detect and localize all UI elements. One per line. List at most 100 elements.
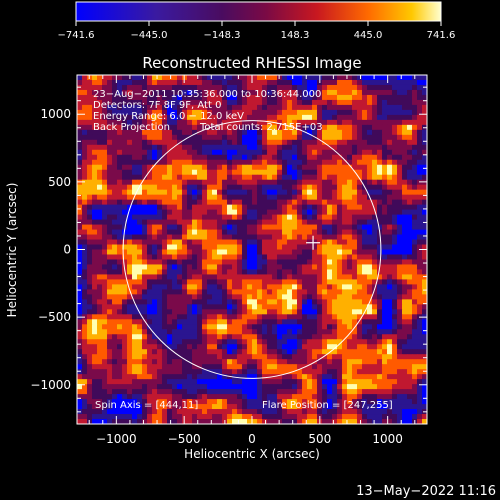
heatmap-cell: [207, 234, 213, 240]
heatmap-cell: [342, 159, 348, 166]
heatmap-cell: [117, 134, 123, 141]
heatmap-cell: [157, 129, 163, 136]
heatmap-cell: [357, 234, 363, 240]
heatmap-cell: [347, 124, 353, 131]
heatmap-cell: [302, 229, 308, 235]
heatmap-cell: [157, 229, 163, 235]
heatmap-cell: [297, 75, 303, 81]
heatmap-cell: [162, 234, 168, 240]
heatmap-cell: [272, 124, 278, 131]
heatmap-cell: [337, 224, 343, 230]
heatmap-cell: [127, 234, 133, 240]
x-tick-label: 1000: [372, 432, 403, 446]
heatmap-cell: [412, 189, 418, 196]
heatmap-cell: [332, 364, 338, 370]
heatmap-cell: [327, 244, 333, 250]
heatmap-cell: [282, 139, 288, 146]
heatmap-cell: [172, 144, 178, 151]
heatmap-cell: [112, 404, 118, 410]
heatmap-cell: [367, 75, 373, 81]
heatmap-cell: [222, 179, 228, 186]
heatmap-cell: [332, 84, 338, 91]
heatmap-cell: [187, 394, 193, 400]
heatmap-cell: [147, 274, 153, 280]
heatmap-cell: [222, 294, 228, 300]
heatmap-cell: [382, 224, 388, 230]
heatmap-cell: [362, 274, 368, 280]
heatmap-cell: [307, 384, 313, 390]
heatmap-cell: [197, 314, 203, 320]
heatmap-cell: [307, 189, 313, 196]
heatmap-cell: [422, 119, 427, 126]
heatmap-cell: [152, 229, 158, 235]
heatmap-cell: [272, 279, 278, 285]
heatmap-cell: [107, 254, 113, 260]
heatmap-cell: [292, 144, 298, 151]
heatmap-cell: [172, 134, 178, 141]
heatmap-cell: [212, 364, 218, 370]
heatmap-cell: [352, 309, 358, 315]
heatmap-cell: [82, 144, 88, 151]
heatmap-cell: [257, 354, 263, 360]
heatmap-cell: [277, 129, 283, 136]
heatmap-cell: [377, 109, 383, 116]
heatmap-cell: [332, 249, 338, 255]
heatmap-cell: [137, 109, 143, 116]
heatmap-cell: [182, 284, 188, 290]
heatmap-cell: [227, 229, 233, 235]
heatmap-cell: [282, 394, 288, 400]
heatmap-cell: [352, 359, 358, 365]
heatmap-cell: [272, 214, 278, 220]
heatmap-cell: [297, 219, 303, 225]
heatmap-cell: [367, 254, 373, 260]
heatmap-cell: [177, 154, 183, 161]
heatmap-cell: [167, 169, 173, 176]
heatmap-cell: [107, 304, 113, 310]
heatmap-cell: [147, 389, 153, 395]
heatmap-cell: [142, 284, 148, 290]
heatmap-cell: [392, 364, 398, 370]
heatmap-cell: [267, 109, 273, 116]
heatmap-cell: [307, 184, 313, 191]
heatmap-cell: [357, 409, 363, 415]
heatmap-cell: [422, 169, 427, 176]
heatmap-cell: [347, 184, 353, 191]
heatmap-cell: [257, 149, 263, 156]
heatmap-cell: [272, 379, 278, 385]
heatmap-cell: [107, 384, 113, 390]
heatmap-cell: [82, 374, 88, 380]
heatmap-cell: [297, 239, 303, 245]
heatmap-cell: [422, 324, 427, 330]
heatmap-cell: [132, 364, 138, 370]
heatmap-cell: [227, 404, 233, 410]
heatmap-cell: [387, 134, 393, 141]
heatmap-cell: [217, 404, 223, 410]
heatmap-cell: [342, 359, 348, 365]
heatmap-cell: [197, 284, 203, 290]
heatmap-cell: [302, 344, 308, 350]
heatmap-cell: [77, 374, 83, 380]
heatmap-cell: [337, 274, 343, 280]
heatmap-cell: [292, 169, 298, 176]
heatmap-cell: [372, 194, 378, 201]
heatmap-cell: [277, 279, 283, 285]
heatmap-cell: [217, 229, 223, 235]
heatmap-cell: [302, 249, 308, 255]
heatmap-cell: [162, 174, 168, 181]
heatmap-cell: [232, 399, 238, 405]
heatmap-cell: [117, 94, 123, 101]
heatmap-cell: [127, 149, 133, 156]
heatmap-cell: [237, 219, 243, 225]
heatmap-cell: [417, 229, 423, 235]
heatmap-cell: [232, 129, 238, 136]
heatmap-cell: [302, 289, 308, 295]
heatmap-cell: [307, 259, 313, 265]
heatmap-cell: [327, 354, 333, 360]
heatmap-cell: [132, 184, 138, 191]
heatmap-cell: [407, 399, 413, 405]
heatmap-cell: [182, 75, 188, 81]
heatmap-cell: [302, 214, 308, 220]
heatmap-cell: [382, 114, 388, 121]
heatmap-cell: [417, 199, 423, 206]
heatmap-cell: [207, 164, 213, 171]
